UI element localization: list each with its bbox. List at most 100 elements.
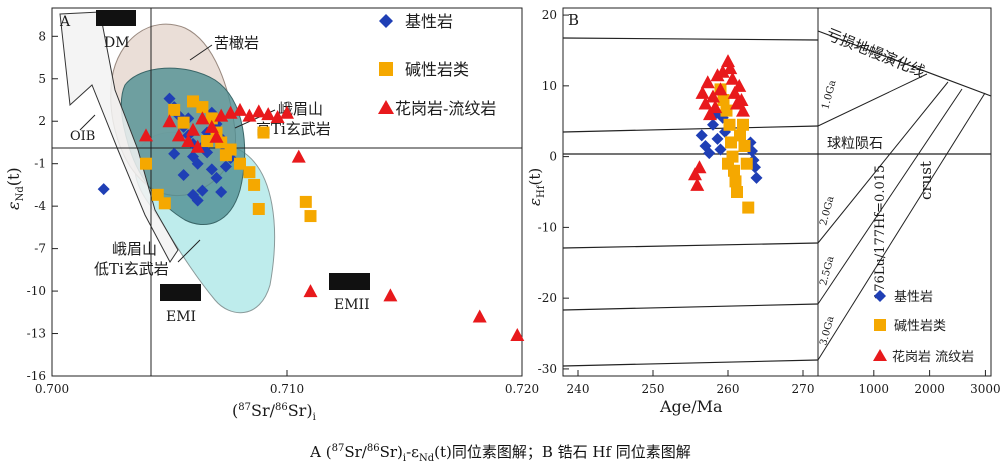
oib-leader: [79, 114, 96, 131]
b-xtick-label: 260: [717, 382, 740, 396]
panel-a-points: [97, 92, 525, 341]
panel-a-label: A: [59, 14, 71, 30]
b-point-triangle: [690, 177, 705, 191]
panel-b-points: [688, 54, 763, 214]
a-xtick-label: 0.710: [270, 382, 304, 396]
figure-caption: A (87Sr/86Sr)i-εNd(t)同位素图解；B 锆石 Hf 同位素图解: [310, 443, 691, 464]
legend-a-diamond-marker: [379, 14, 393, 28]
side-25ga-label: 2.5Ga: [818, 255, 836, 287]
side-2ga: [817, 81, 949, 244]
legend-a-square-marker: [379, 62, 393, 76]
side-3ga: [817, 92, 986, 361]
b-point-square: [737, 118, 749, 131]
annotation-dm: DM: [104, 35, 130, 51]
b-point-diamond: [695, 129, 708, 142]
legend-a-alkaline-label: 碱性岩类: [405, 60, 469, 79]
legend-b-triangle-marker: [873, 349, 887, 361]
a-point-square: [196, 101, 209, 114]
annotation-picrite: 苦橄岩: [214, 34, 259, 52]
b-point-triangle: [708, 100, 723, 114]
a-point-square: [201, 135, 214, 148]
b-point-triangle: [695, 85, 710, 99]
side-dm-line: [817, 30, 992, 97]
b-point-square: [729, 175, 742, 188]
a-point-square: [252, 202, 265, 215]
a-point-square: [140, 157, 152, 170]
a-point-square: [257, 126, 270, 139]
panel-a-legend: 基性岩 碱性岩类 花岗岩-流纹岩: [378, 12, 496, 118]
legend-b-granite-label: 花岗岩 流纹岩: [892, 349, 974, 365]
side-25ga: [817, 88, 963, 305]
annotation-high-ti: 高Ti玄武岩: [256, 120, 331, 138]
a-point-square: [219, 149, 232, 162]
a-point-triangle: [270, 109, 285, 123]
b-point-triangle: [732, 78, 747, 92]
b-point-square: [731, 186, 743, 198]
b-line-3: [562, 242, 819, 249]
panel-a-ticks: 8 5 2 -1 -4 -7 -10 -13 -160.700 0.710 0.720: [27, 29, 540, 396]
a-point-square: [158, 197, 171, 210]
side-dm-label: 亏损地幔演化线: [824, 25, 928, 81]
a-ytick-label: -4: [34, 199, 46, 213]
b-ytick-label: -30: [538, 362, 557, 376]
b-ytick-label: 10: [542, 79, 557, 93]
panel-b: 亏损地幔演化线 球粒陨石 crust 176Lu/177Hf=0.015 1.0…: [526, 7, 1001, 416]
a-point-diamond: [215, 186, 228, 198]
b-point-triangle: [723, 61, 738, 75]
a-point-triangle: [251, 104, 266, 118]
a-point-diamond: [210, 171, 223, 184]
b-line-4: [562, 303, 819, 311]
a-ytick-label: -13: [27, 327, 46, 341]
b-point-triangle: [721, 54, 735, 68]
b-point-triangle: [688, 167, 702, 181]
a-point-triangle: [303, 284, 318, 298]
b-point-square: [723, 118, 736, 131]
b-point-triangle: [692, 160, 707, 174]
panel-a-ylabel: εNd(t): [4, 167, 26, 210]
b-ytick-label: -20: [538, 291, 557, 305]
a-point-triangle: [383, 288, 398, 302]
b-xtick-label: 250: [642, 382, 665, 396]
b-ytick-label: 0: [549, 150, 557, 164]
a-xtick-label: 0.720: [505, 382, 539, 396]
panel-b-legend: 基性岩 碱性岩类 花岗岩 流纹岩: [873, 290, 974, 365]
a-point-triangle: [472, 309, 487, 323]
panel-b-label: B: [568, 11, 579, 29]
a-point-diamond: [219, 160, 232, 173]
a-point-diamond: [177, 169, 190, 182]
a-point-diamond: [191, 157, 204, 170]
a-point-triangle: [190, 139, 205, 153]
b-point-square: [717, 94, 730, 106]
legend-a-granite-label: 花岗岩-流纹岩: [395, 99, 496, 118]
b-point-square: [738, 140, 751, 152]
b-point-diamond: [714, 143, 727, 156]
side-xtick-label: 1000: [859, 382, 890, 396]
a-point-triangle: [510, 327, 525, 341]
side-xtick-label: 3000: [970, 382, 1001, 396]
side-chondrite-label: 球粒陨石: [827, 136, 883, 152]
a-ytick-label: -16: [27, 369, 46, 383]
b-point-diamond: [703, 147, 716, 160]
side-1ga-label: 1.0Ga: [820, 79, 838, 111]
a-point-triangle: [280, 105, 294, 119]
a-point-triangle: [162, 114, 177, 128]
a-point-triangle: [204, 119, 219, 133]
a-point-square: [299, 195, 312, 208]
picrite-leader: [189, 44, 213, 61]
b-point-triangle: [725, 71, 740, 85]
legend-b-diamond-marker: [874, 290, 886, 302]
b-point-square: [740, 157, 753, 170]
low-ti-leader: [177, 239, 201, 263]
emii-box: [329, 273, 370, 290]
a-xtick-label: 0.700: [35, 382, 69, 396]
a-point-triangle: [233, 102, 247, 116]
b-point-diamond: [707, 118, 719, 131]
dm-box: [96, 10, 136, 26]
b-point-square: [720, 104, 733, 117]
b-xtick-label: 240: [567, 382, 590, 396]
b-point-triangle: [703, 107, 717, 121]
legend-b-square-marker: [874, 319, 886, 331]
panel-b-frame: [562, 7, 819, 377]
annotation-emi: EMI: [166, 309, 196, 325]
